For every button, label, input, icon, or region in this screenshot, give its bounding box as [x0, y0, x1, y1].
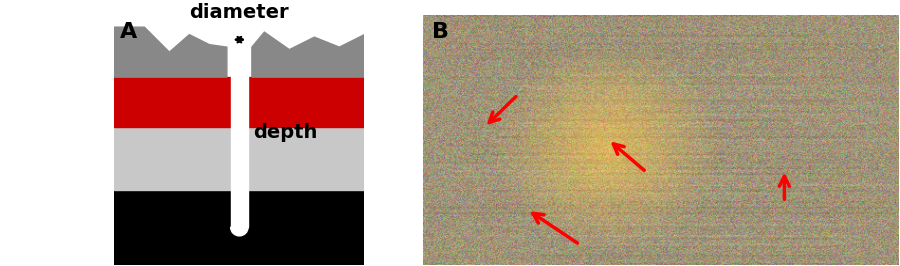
Text: A: A: [120, 22, 137, 42]
Bar: [114, 127, 364, 190]
Polygon shape: [114, 27, 227, 77]
Polygon shape: [252, 32, 364, 77]
Text: B: B: [432, 22, 449, 42]
Bar: [230, 27, 248, 227]
Text: diameter: diameter: [190, 3, 289, 22]
Bar: [114, 190, 364, 265]
Wedge shape: [230, 227, 248, 236]
Bar: [114, 77, 364, 127]
Text: depth: depth: [253, 123, 318, 142]
